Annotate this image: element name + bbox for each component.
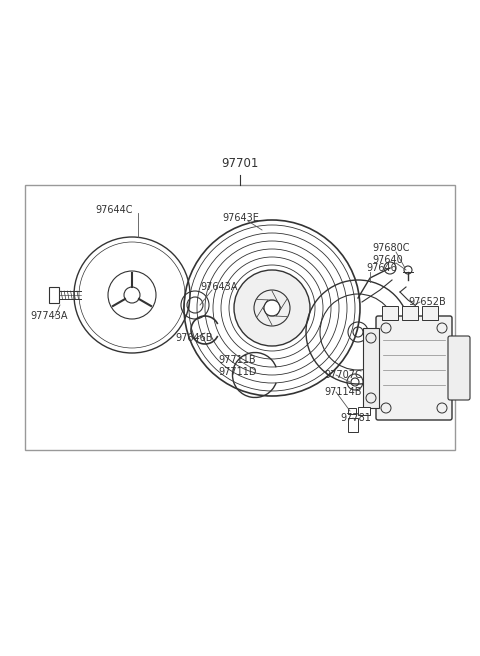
Bar bbox=[358, 407, 370, 415]
Text: 97640: 97640 bbox=[372, 255, 403, 265]
Bar bbox=[25, 185, 455, 450]
Text: 97646: 97646 bbox=[366, 263, 397, 273]
Circle shape bbox=[234, 270, 310, 346]
Bar bbox=[363, 328, 379, 408]
FancyBboxPatch shape bbox=[448, 336, 470, 400]
Bar bbox=[49, 287, 59, 303]
Text: 97644C: 97644C bbox=[95, 205, 132, 215]
Bar bbox=[402, 306, 418, 320]
Bar bbox=[422, 306, 438, 320]
Text: 97646B: 97646B bbox=[175, 333, 213, 343]
Text: 97643A: 97643A bbox=[200, 282, 238, 292]
Text: 97701: 97701 bbox=[221, 157, 259, 170]
Circle shape bbox=[264, 300, 280, 316]
Bar bbox=[348, 408, 356, 414]
Text: 97707C: 97707C bbox=[324, 370, 362, 380]
Text: 97781: 97781 bbox=[340, 413, 371, 423]
Text: 97711B: 97711B bbox=[218, 355, 256, 365]
Bar bbox=[382, 306, 398, 320]
Bar bbox=[348, 418, 358, 432]
Text: 97114B: 97114B bbox=[324, 387, 361, 397]
Text: 97711D: 97711D bbox=[218, 367, 256, 377]
FancyBboxPatch shape bbox=[376, 316, 452, 420]
Text: 97680C: 97680C bbox=[372, 243, 409, 253]
Text: 97652B: 97652B bbox=[408, 297, 446, 307]
Text: 97743A: 97743A bbox=[30, 311, 68, 321]
Text: 97643E: 97643E bbox=[222, 213, 259, 223]
